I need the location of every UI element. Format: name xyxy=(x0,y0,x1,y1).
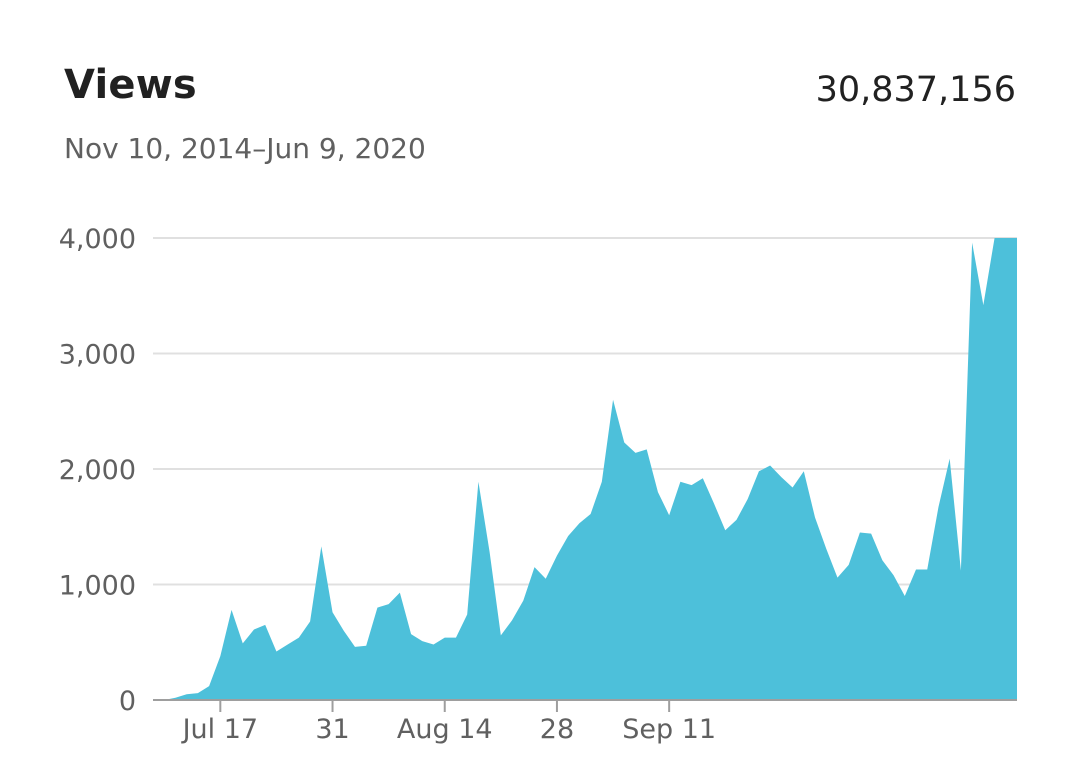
views-area xyxy=(153,238,1017,700)
x-axis-ticks: Jul 17 31 Aug 14 28 Sep 11 xyxy=(181,700,716,745)
y-tick-label: 0 xyxy=(119,686,136,717)
x-tick-label: Sep 11 xyxy=(622,714,716,745)
x-tick-label: Aug 14 xyxy=(397,714,493,745)
y-axis-ticks: 0 1,000 2,000 3,000 4,000 xyxy=(59,224,136,717)
date-range: Nov 10, 2014–Jun 9, 2020 xyxy=(64,132,426,165)
x-tick-label: 28 xyxy=(540,714,574,745)
area-series xyxy=(153,238,1017,700)
x-tick-label: Jul 17 xyxy=(181,714,259,745)
y-tick-label: 4,000 xyxy=(59,224,136,255)
chart-title: Views xyxy=(64,62,197,108)
y-tick-label: 1,000 xyxy=(59,571,136,602)
y-tick-label: 2,000 xyxy=(59,455,136,486)
y-tick-label: 3,000 xyxy=(59,340,136,371)
x-tick-label: 31 xyxy=(315,714,349,745)
total-views: 30,837,156 xyxy=(815,70,1016,110)
